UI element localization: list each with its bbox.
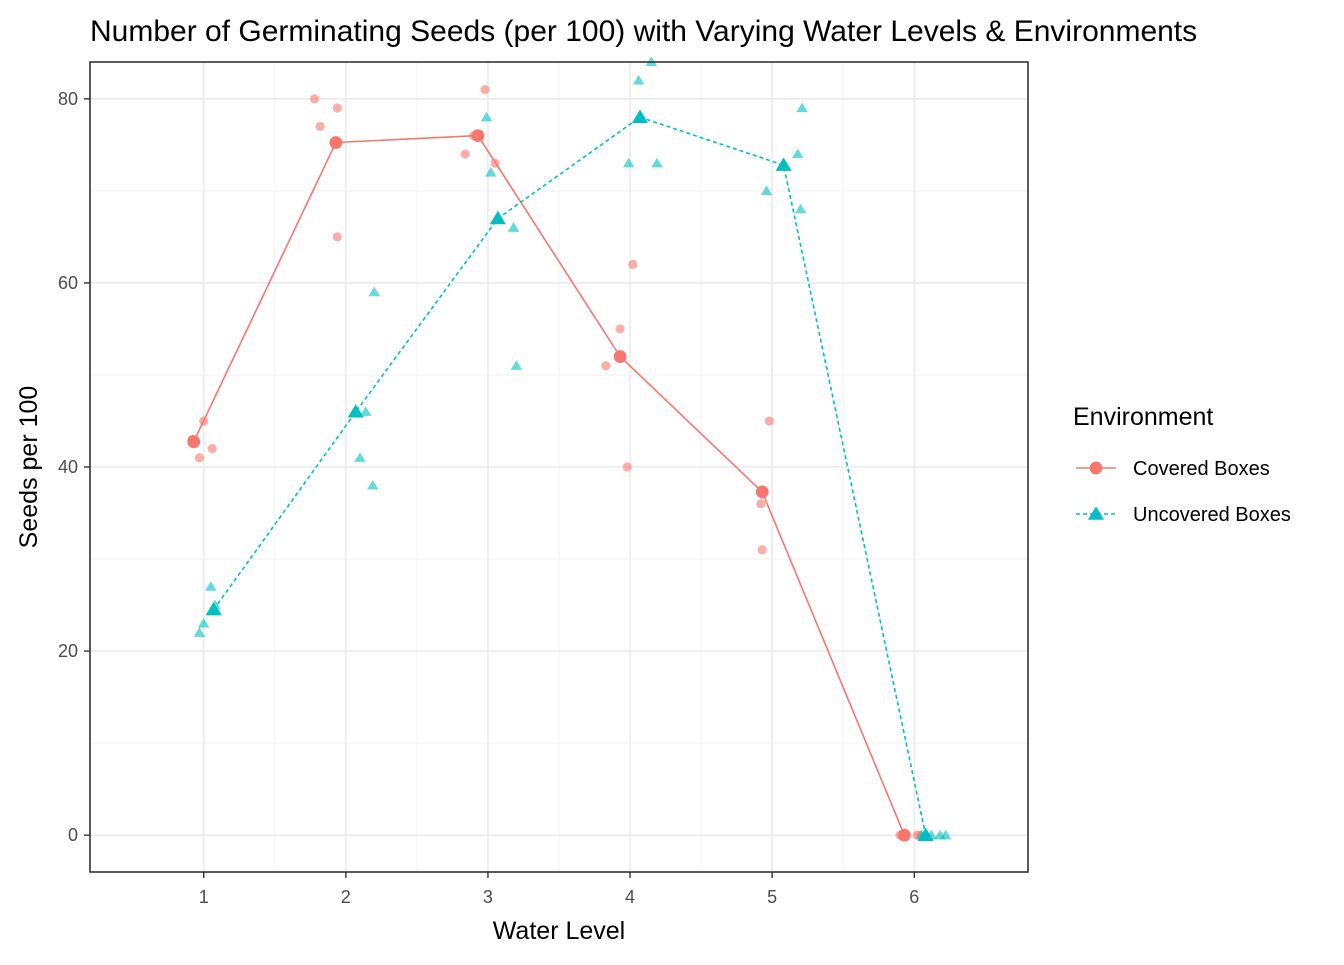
raw-point-covered-boxes [601, 361, 611, 371]
raw-point-covered-boxes [764, 416, 774, 426]
mean-point-covered-boxes [471, 129, 485, 143]
raw-point-uncovered-boxes [507, 222, 520, 232]
raw-point-covered-boxes [756, 499, 766, 509]
mean-point-covered-boxes [187, 435, 201, 449]
raw-point-uncovered-boxes [791, 148, 804, 159]
raw-point-uncovered-boxes [622, 157, 635, 168]
legend-keys: Covered Boxes Uncovered Boxes [1076, 458, 1291, 526]
mean-points [187, 109, 934, 842]
raw-point-uncovered-boxes [368, 286, 381, 297]
raw-point-uncovered-boxes [484, 166, 497, 177]
y-tick-label: 60 [58, 273, 78, 293]
raw-point-uncovered-boxes [354, 452, 366, 462]
chart-title: Number of Germinating Seeds (per 100) wi… [90, 15, 1197, 48]
raw-point-covered-boxes [615, 324, 625, 334]
series-lines [192, 116, 927, 836]
raw-point-covered-boxes [628, 259, 638, 270]
legend-title: Environment [1073, 403, 1213, 431]
mean-point-uncovered-boxes [775, 157, 792, 171]
mean-point-covered-boxes [755, 485, 769, 499]
x-tick-label: 4 [625, 887, 635, 907]
mean-point-uncovered-boxes [489, 210, 506, 225]
raw-point-covered-boxes [460, 149, 470, 159]
legend: Environment Covered Boxes Uncovered Boxes [1073, 403, 1291, 526]
raw-point-covered-boxes [622, 462, 632, 472]
raw-point-uncovered-boxes [796, 102, 808, 113]
raw-point-covered-boxes [757, 545, 767, 555]
y-axis-ticks: 0 20 40 60 80 [58, 89, 90, 845]
mean-point-covered-boxes [329, 136, 343, 149]
raw-point-uncovered-boxes [939, 829, 952, 840]
raw-point-uncovered-boxes [632, 74, 645, 85]
raw-point-uncovered-boxes [367, 479, 379, 490]
x-tick-label: 5 [767, 887, 777, 907]
mean-point-covered-boxes [613, 350, 627, 363]
raw-point-covered-boxes [332, 232, 342, 242]
raw-point-covered-boxes [207, 443, 217, 454]
y-tick-label: 0 [68, 825, 78, 845]
raw-point-uncovered-boxes [197, 617, 210, 628]
series-line-uncovered-boxes [212, 116, 927, 836]
raw-point-uncovered-boxes [651, 157, 663, 168]
raw-point-uncovered-boxes [794, 203, 807, 214]
raw-point-uncovered-boxes [510, 360, 523, 370]
series-line-covered-boxes [192, 134, 906, 836]
raw-point-uncovered-boxes [480, 111, 493, 122]
mean-point-uncovered-boxes [917, 827, 934, 841]
x-tick-label: 3 [483, 887, 493, 907]
raw-point-covered-boxes [309, 94, 320, 104]
legend-marker-uncovered-boxes [1087, 506, 1105, 520]
y-tick-label: 80 [58, 89, 78, 109]
x-tick-label: 6 [909, 887, 919, 907]
y-tick-label: 20 [58, 641, 78, 661]
x-tick-label: 2 [341, 887, 351, 907]
raw-point-uncovered-boxes [760, 185, 773, 196]
mean-point-uncovered-boxes [347, 404, 364, 418]
raw-point-uncovered-boxes [193, 627, 206, 637]
raw-point-covered-boxes [315, 121, 325, 132]
x-axis-title: Water Level [493, 917, 625, 945]
mean-point-uncovered-boxes [205, 601, 222, 616]
raw-point-uncovered-boxes [359, 406, 372, 416]
legend-label-uncovered-boxes: Uncovered Boxes [1133, 504, 1291, 526]
mean-point-covered-boxes [897, 828, 911, 842]
y-axis-title: Seeds per 100 [15, 386, 43, 549]
raw-point-covered-boxes [332, 103, 342, 113]
x-tick-label: 1 [199, 887, 209, 907]
legend-label-covered-boxes: Covered Boxes [1133, 458, 1270, 480]
x-axis-ticks: 1 2 3 4 5 6 [199, 872, 919, 907]
legend-marker-covered-boxes [1089, 461, 1103, 475]
raw-point-uncovered-boxes [205, 581, 217, 591]
mean-point-uncovered-boxes [631, 109, 649, 123]
raw-point-covered-boxes [480, 85, 490, 95]
raw-point-covered-boxes [194, 453, 205, 463]
raw-point-covered-boxes [199, 416, 209, 426]
raw-point-covered-boxes [490, 158, 500, 168]
y-tick-label: 40 [58, 457, 78, 477]
